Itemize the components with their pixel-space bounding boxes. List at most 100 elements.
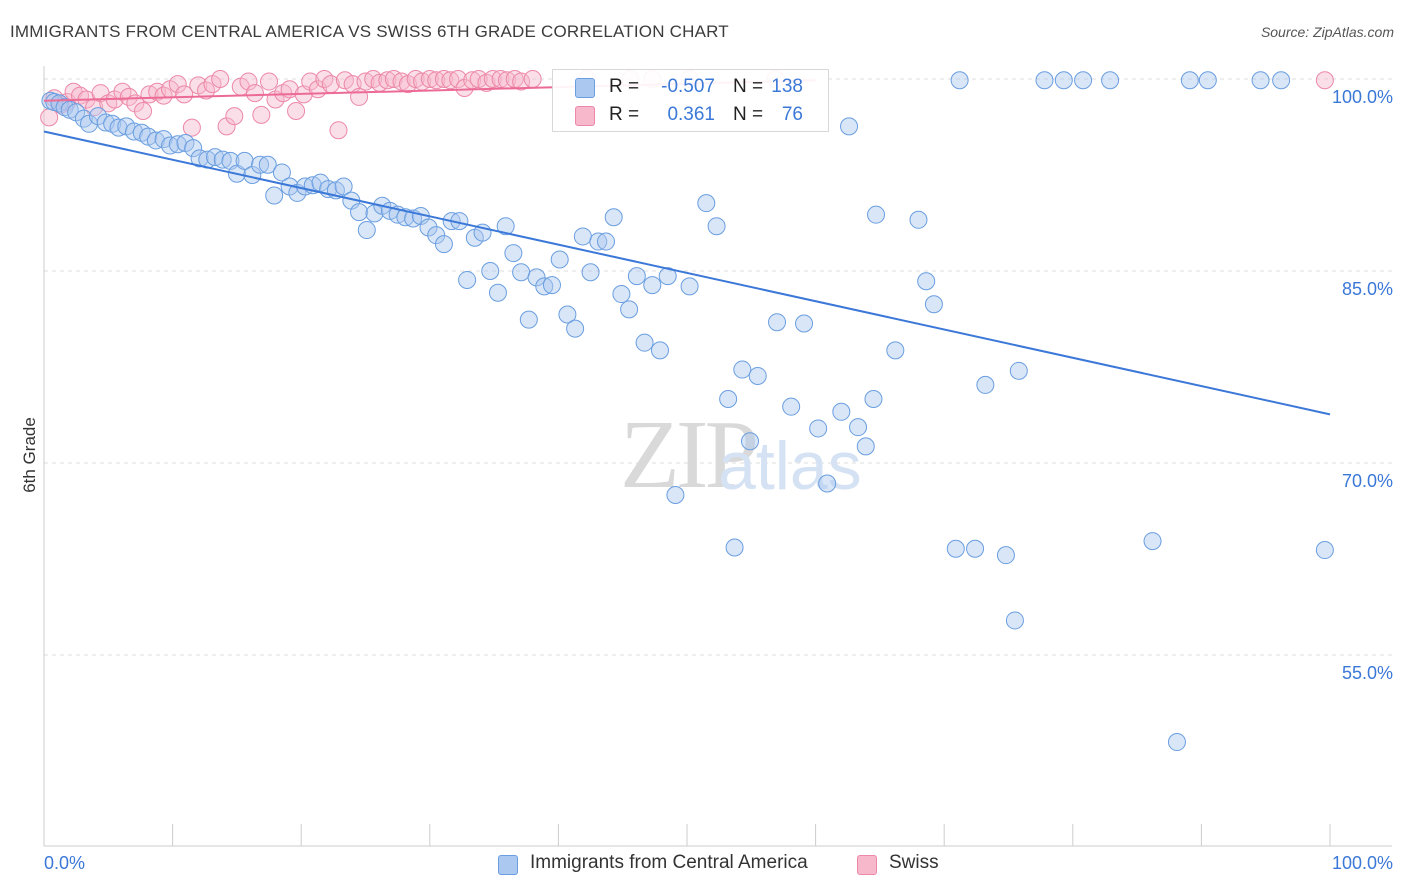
data-point-central-america <box>55 98 74 117</box>
data-point-swiss <box>483 70 502 88</box>
data-point-central-america <box>1005 611 1024 630</box>
legend-n-value: 76 <box>781 104 803 125</box>
data-point-central-america <box>635 333 654 352</box>
watermark-atlas: atlas <box>718 428 862 504</box>
y-tick-label: 85.0% <box>1342 279 1393 299</box>
data-point-swiss <box>252 105 271 124</box>
data-point-central-america <box>680 277 699 296</box>
data-point-central-america <box>1035 71 1054 90</box>
data-point-central-america <box>419 218 438 237</box>
data-point-central-america <box>1101 71 1120 90</box>
data-point-central-america <box>697 194 716 213</box>
data-point-central-america <box>976 375 995 394</box>
data-point-central-america <box>458 270 477 289</box>
data-point-central-america <box>840 117 859 136</box>
data-point-central-america <box>272 163 291 182</box>
data-point-central-america <box>627 267 646 286</box>
watermark-zip: ZIP <box>620 401 755 509</box>
stats-legend: R = -0.507 N = 138 R = 0.361 N = 76 <box>552 69 829 132</box>
data-point-central-america <box>67 103 86 122</box>
data-point-central-america <box>235 151 254 170</box>
series-legend: Immigrants from Central America Swiss <box>0 852 1406 878</box>
data-point-central-america <box>1251 71 1270 90</box>
data-point-swiss <box>287 102 306 120</box>
data-point-swiss <box>455 78 474 97</box>
data-point-central-america <box>1315 541 1334 560</box>
central-america-points <box>41 71 1334 752</box>
data-point-swiss <box>182 118 201 137</box>
legend-swatch-pink <box>857 855 877 875</box>
data-point-central-america <box>89 107 108 126</box>
y-tick-label: 100.0% <box>1332 87 1393 107</box>
data-point-central-america <box>125 122 144 141</box>
data-point-central-america <box>748 366 767 385</box>
data-point-central-america <box>311 173 330 192</box>
data-point-central-america <box>946 539 965 558</box>
data-point-central-america <box>864 390 883 408</box>
data-point-swiss <box>441 71 460 90</box>
data-point-central-america <box>707 217 726 236</box>
data-point-central-america <box>733 360 752 379</box>
data-point-central-america <box>741 432 760 451</box>
data-point-central-america <box>782 397 801 416</box>
data-point-central-america <box>190 149 209 168</box>
data-point-central-america <box>504 244 523 263</box>
source-label: Source: ZipAtlas.com <box>1260 24 1394 40</box>
data-point-swiss <box>245 84 264 103</box>
data-point-swiss <box>217 117 236 136</box>
data-point-central-america <box>1009 361 1028 380</box>
data-point-central-america <box>1074 71 1093 90</box>
data-point-central-america <box>966 539 985 558</box>
legend-swatch-blue <box>498 855 518 875</box>
data-point-central-america <box>596 232 615 251</box>
data-point-central-america <box>168 135 187 154</box>
data-point-central-america <box>818 474 837 493</box>
data-point-swiss <box>260 72 279 91</box>
legend-r-label: R = <box>609 104 640 125</box>
data-point-central-america <box>396 208 415 227</box>
data-point-central-america <box>809 419 828 438</box>
data-point-central-america <box>768 313 787 332</box>
data-point-central-america <box>481 262 500 280</box>
data-point-central-america <box>213 150 232 169</box>
data-point-swiss <box>175 85 194 104</box>
axes <box>43 66 1392 847</box>
data-point-central-america <box>357 221 376 240</box>
data-point-central-america <box>519 310 538 329</box>
x-tick-label: 0.0% <box>44 853 85 873</box>
data-point-central-america <box>909 210 928 229</box>
data-point-swiss <box>225 107 244 126</box>
data-point-swiss <box>378 71 397 90</box>
tick-labels: 55.0% 70.0% 85.0% 100.0% 0.0% 100.0% <box>44 87 1393 873</box>
legend-label: Immigrants from Central America <box>530 852 808 873</box>
data-point-central-america <box>1272 71 1291 90</box>
data-point-central-america <box>849 418 868 437</box>
data-point-central-america <box>924 295 943 314</box>
data-point-central-america <box>334 177 353 196</box>
data-point-central-america <box>795 314 814 333</box>
data-point-swiss <box>197 81 216 100</box>
data-point-central-america <box>184 139 203 158</box>
data-point-central-america <box>620 300 639 319</box>
y-tick-label: 70.0% <box>1342 471 1393 491</box>
data-point-central-america <box>867 205 886 224</box>
data-point-central-america <box>258 155 277 174</box>
data-point-central-america <box>917 272 936 291</box>
data-point-swiss <box>1315 71 1334 90</box>
legend-swatch-blue <box>575 78 595 98</box>
legend-row-swiss: R = 0.361 N = 76 <box>553 102 828 130</box>
data-point-central-america <box>550 250 569 269</box>
data-point-swiss <box>350 87 369 106</box>
data-point-central-america <box>146 131 165 150</box>
data-point-central-america <box>434 235 453 254</box>
legend-r-value: -0.507 <box>661 76 715 97</box>
data-point-central-america <box>542 276 561 295</box>
data-point-swiss <box>154 86 173 105</box>
data-point-swiss <box>523 70 542 88</box>
data-point-central-america <box>350 203 369 222</box>
data-point-central-america <box>535 277 554 296</box>
legend-n-label: N = <box>733 104 764 125</box>
legend-row-central-america: R = -0.507 N = 138 <box>553 74 828 102</box>
data-point-central-america <box>719 390 738 408</box>
data-point-central-america <box>650 341 669 360</box>
